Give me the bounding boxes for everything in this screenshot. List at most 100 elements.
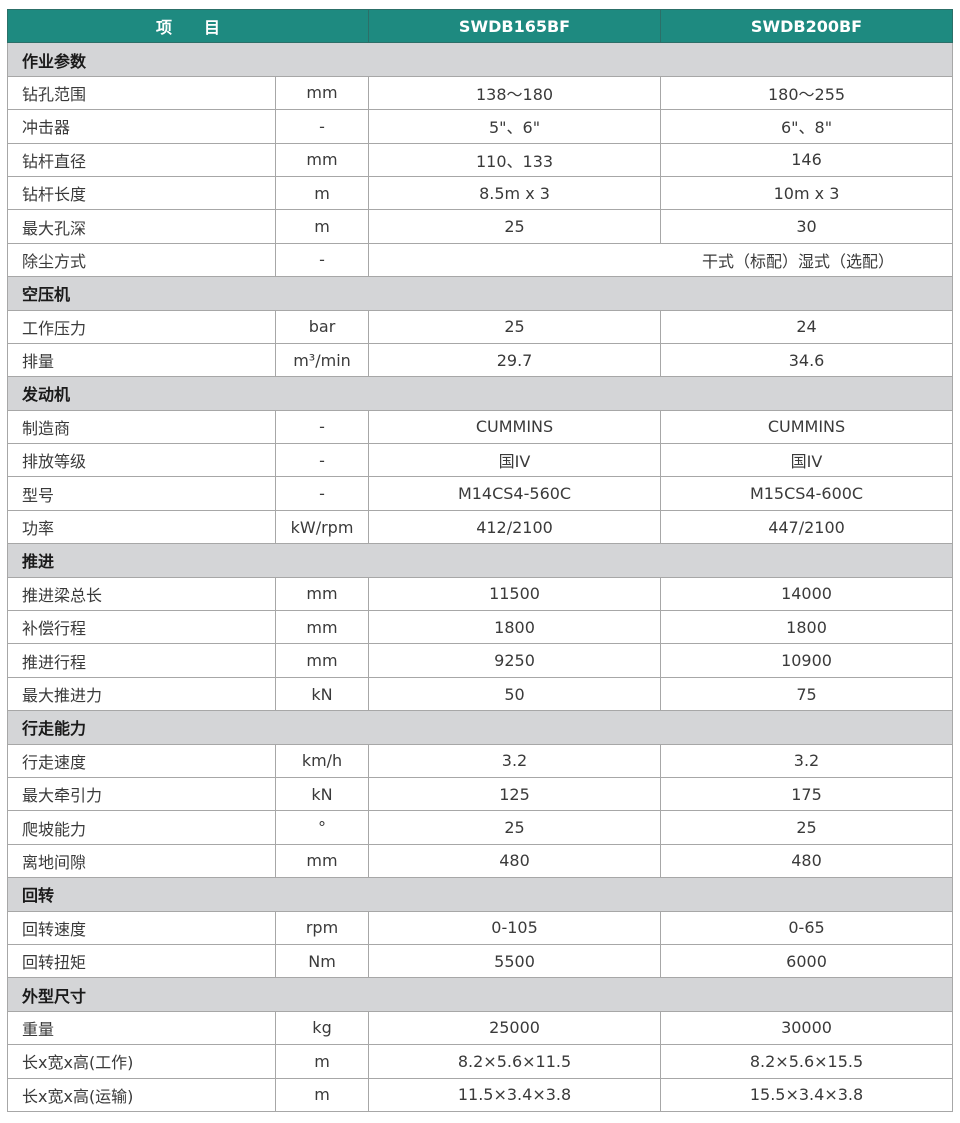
section-title: 外型尺寸 (6, 977, 954, 1012)
param-value-model-1: 8.5m x 3 (368, 175, 662, 211)
param-unit: bar (274, 309, 370, 344)
table-row: 排量 m³/min 29.7 34.6 (7, 342, 954, 378)
param-name: 最大推进力 (7, 676, 276, 712)
param-value-model-1: 412/2100 (368, 509, 662, 545)
param-value-model-2: CUMMINS (660, 409, 954, 445)
section-title: 推进 (6, 543, 954, 578)
param-value-model-2: 8.2×5.6×15.5 (660, 1044, 954, 1079)
table-row: 离地间隙 mm 480 480 (7, 843, 954, 879)
param-name: 制造商 (7, 409, 276, 445)
param-value-model-1: 29.7 (368, 342, 662, 378)
param-name: 长x宽x高(运输) (7, 1077, 276, 1112)
param-value-model-2: 30 (660, 209, 954, 244)
param-value-model-1: 8.2×5.6×11.5 (368, 1044, 662, 1079)
param-value-model-1: 110、133 (368, 142, 662, 177)
table-row: 推进行程 mm 9250 10900 (7, 643, 954, 678)
param-value-model-2: 14000 (660, 576, 954, 612)
param-unit: kN (274, 676, 370, 712)
param-name: 回转扭矩 (7, 943, 276, 979)
param-name: 钻杆直径 (7, 142, 276, 177)
table-row: 行走速度 km/h 3.2 3.2 (7, 743, 954, 778)
param-name: 长x宽x高(工作) (7, 1044, 276, 1079)
param-value-model-2: 180～255 (660, 75, 954, 111)
table-row: 补偿行程 mm 1800 1800 (7, 610, 954, 645)
header-row: 项 目 SWDB165BF SWDB200BF (6, 8, 954, 44)
table-row: 爬坡能力 ° 25 25 (7, 810, 954, 845)
param-value-model-1: 11500 (368, 576, 662, 612)
param-name: 钻孔范围 (7, 75, 276, 111)
table-row: 排放等级 - 国IV 国IV (7, 443, 954, 478)
param-unit: mm (274, 75, 370, 111)
param-unit: - (274, 109, 370, 144)
param-unit: kW/rpm (274, 509, 370, 545)
param-name: 钻杆长度 (7, 175, 276, 211)
param-unit: m (274, 1044, 370, 1079)
param-value-model-2: 30000 (660, 1010, 954, 1046)
param-value-model-1: 25 (368, 309, 662, 344)
param-value-model-1: 125 (368, 776, 662, 812)
param-unit: m (274, 209, 370, 244)
param-name: 行走速度 (7, 743, 276, 778)
section-row: 空压机 (6, 276, 954, 311)
param-name: 补偿行程 (7, 610, 276, 645)
param-value-model-1: 9250 (368, 643, 662, 678)
param-unit: m (274, 175, 370, 211)
section-row: 推进 (6, 543, 954, 578)
param-value-model-1: 5500 (368, 943, 662, 979)
param-value-model-1: 25000 (368, 1010, 662, 1046)
param-unit: ° (274, 810, 370, 845)
param-value-model-1: CUMMINS (368, 409, 662, 445)
param-unit: Nm (274, 943, 370, 979)
table-row: 最大推进力 kN 50 75 (7, 676, 954, 712)
param-value-model-2: 6"、8" (660, 109, 954, 144)
param-value-model-1: 25 (368, 209, 662, 244)
param-unit: - (274, 443, 370, 478)
param-value-model-2: 25 (660, 810, 954, 845)
table-row: 冲击器 -5"、6" 6"、8" (7, 109, 954, 144)
param-name: 推进梁总长 (7, 576, 276, 612)
param-value-model-1: 5"、6" (368, 109, 662, 144)
param-name: 推进行程 (7, 643, 276, 678)
param-name: 排量 (7, 342, 276, 378)
param-name: 除尘方式 (7, 242, 276, 278)
param-value-model-1: 0-105 (368, 910, 662, 945)
param-value-model-2: 34.6 (660, 342, 954, 378)
param-unit: mm (274, 643, 370, 678)
param-value-model-1: 3.2 (368, 743, 662, 778)
param-value-model-1: 480 (368, 843, 662, 879)
spec-table: 项 目 SWDB165BF SWDB200BF 作业参数 钻孔范围 mm 138～18… (6, 8, 954, 1112)
table-row: 钻杆长度 m 8.5m x 3 10m x 3 (7, 175, 954, 211)
param-value-model-1: 国IV (368, 443, 662, 478)
param-name: 最大牵引力 (7, 776, 276, 812)
param-value-model-2: 480 (660, 843, 954, 879)
param-unit: kN (274, 776, 370, 812)
table-row: 功率 kW/rpm 412/2100 447/2100 (7, 509, 954, 545)
table-row: 钻孔范围 mm 138～180 180～255 (7, 75, 954, 111)
param-value-model-2: 447/2100 (660, 509, 954, 545)
param-value-model-2: 3.2 (660, 743, 954, 778)
param-value-model-1: 25 (368, 810, 662, 845)
param-value-model-1: 138～180 (368, 75, 662, 111)
section-title: 发动机 (6, 376, 954, 411)
table-row: 除尘方式 - 干式（标配）湿式（选配） (7, 242, 954, 278)
param-value-model-2: 国IV (660, 443, 954, 478)
param-unit: - (274, 242, 370, 278)
param-name: 冲击器 (7, 109, 276, 144)
param-value-model-1: 50 (368, 676, 662, 712)
section-title: 空压机 (6, 276, 954, 311)
param-value-model-2: 15.5×3.4×3.8 (660, 1077, 954, 1112)
param-value-model-2: 175 (660, 776, 954, 812)
param-unit: - (274, 476, 370, 511)
table-row: 制造商 - CUMMINS CUMMINS (7, 409, 954, 445)
param-name: 回转速度 (7, 910, 276, 945)
table-row: 钻杆直径 mm 110、133 146 (7, 142, 954, 177)
table-row: 重量 kg 25000 30000 (7, 1010, 954, 1046)
section-title: 回转 (6, 877, 954, 912)
param-value-merged: 干式（标配）湿式（选配） (368, 242, 954, 278)
section-row: 行走能力 (6, 710, 954, 745)
param-unit: km/h (274, 743, 370, 778)
param-name: 排放等级 (7, 443, 276, 478)
table-row: 回转扭矩 Nm 5500 6000 (7, 943, 954, 979)
param-unit: mm (274, 610, 370, 645)
param-unit: m (274, 1077, 370, 1112)
